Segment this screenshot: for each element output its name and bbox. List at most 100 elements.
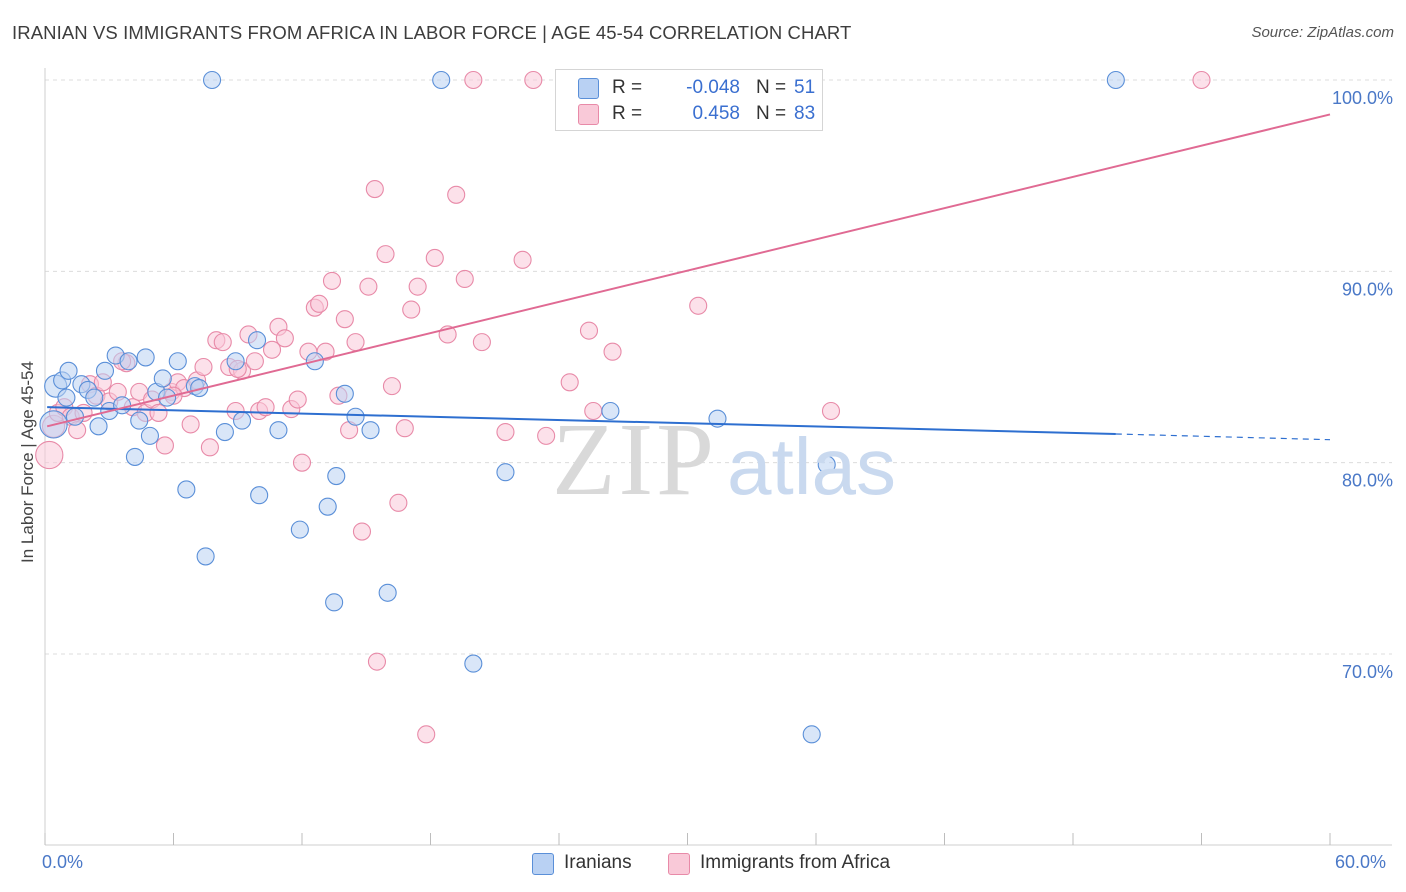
grid-lines bbox=[45, 79, 1392, 655]
legend-swatch-iranians bbox=[578, 78, 599, 99]
data-point-africa bbox=[288, 390, 307, 409]
chart-title: IRANIAN VS IMMIGRANTS FROM AFRICA IN LAB… bbox=[12, 22, 852, 43]
data-point-africa bbox=[292, 453, 312, 472]
data-point-africa bbox=[382, 377, 402, 396]
data-point-iranians bbox=[318, 497, 337, 516]
data-point-iranians bbox=[57, 388, 76, 407]
data-point-africa bbox=[213, 333, 232, 352]
data-point-africa bbox=[352, 522, 372, 541]
data-point-iranians bbox=[136, 348, 155, 367]
data-point-africa bbox=[256, 398, 275, 417]
y-tick-label: 70.0% bbox=[1342, 662, 1393, 682]
data-point-iranians bbox=[496, 463, 515, 482]
legend-n-value: 51 bbox=[794, 77, 816, 98]
trend-lines bbox=[46, 113, 1331, 441]
data-point-africa bbox=[560, 373, 579, 392]
legend-r-value: 0.458 bbox=[692, 103, 740, 124]
data-point-iranians bbox=[196, 547, 215, 566]
watermark-atlas: atlas bbox=[727, 422, 896, 511]
data-point-africa bbox=[821, 401, 841, 421]
data-point-africa bbox=[262, 340, 282, 359]
data-point-africa bbox=[245, 352, 264, 371]
data-point-africa bbox=[359, 277, 378, 296]
data-point-iranians bbox=[203, 70, 222, 90]
data-point-africa bbox=[376, 245, 395, 264]
trend-line-iranians bbox=[47, 406, 1116, 435]
data-point-africa bbox=[194, 357, 213, 377]
data-point-africa bbox=[513, 250, 532, 269]
data-point-iranians bbox=[327, 467, 346, 486]
data-point-iranians bbox=[269, 421, 288, 440]
legend-swatch-africa bbox=[578, 104, 599, 125]
data-point-africa bbox=[464, 70, 483, 90]
x-tick-label-min: 0.0% bbox=[42, 852, 84, 872]
y-tick-label: 100.0% bbox=[1332, 88, 1393, 108]
data-point-iranians bbox=[250, 486, 269, 505]
data-point-iranians bbox=[113, 396, 132, 415]
watermark-zip: ZIP bbox=[552, 402, 717, 517]
data-point-africa bbox=[149, 403, 168, 422]
data-point-africa bbox=[322, 271, 342, 290]
data-point-iranians bbox=[1106, 70, 1125, 90]
data-point-iranians bbox=[65, 407, 85, 426]
data-point-africa bbox=[524, 70, 543, 90]
correlation-legend: R = -0.048 N = 51 R = 0.458 N = 83 bbox=[555, 69, 823, 131]
data-point-iranians bbox=[215, 423, 234, 442]
legend-r-label: R = bbox=[612, 77, 643, 98]
data-point-africa bbox=[472, 333, 491, 352]
data-point-iranians bbox=[59, 361, 78, 380]
data-point-iranians bbox=[802, 725, 821, 744]
data-point-africa bbox=[408, 277, 427, 296]
data-point-africa bbox=[346, 333, 365, 352]
data-point-africa bbox=[335, 310, 354, 329]
data-point-africa bbox=[447, 185, 466, 204]
data-point-africa bbox=[200, 438, 219, 457]
y-tick-label: 80.0% bbox=[1342, 471, 1393, 491]
x-tick-label-max: 60.0% bbox=[1335, 852, 1387, 872]
data-point-iranians bbox=[226, 352, 245, 371]
data-point-africa bbox=[579, 321, 599, 340]
data-point-iranians bbox=[232, 411, 252, 430]
data-point-iranians bbox=[130, 411, 149, 430]
watermark: ZIP atlas bbox=[552, 400, 896, 519]
data-point-iranians bbox=[361, 421, 380, 440]
data-point-africa bbox=[402, 300, 421, 319]
data-point-iranians bbox=[153, 369, 172, 388]
legend-r-value: -0.048 bbox=[686, 77, 740, 98]
chart-source: Source: ZipAtlas.com bbox=[1251, 24, 1394, 41]
data-point-africa bbox=[367, 652, 387, 671]
data-point-iranians bbox=[464, 654, 483, 673]
data-point-africa bbox=[389, 493, 408, 512]
data-point-africa bbox=[425, 248, 444, 267]
y-tick-label: 90.0% bbox=[1342, 279, 1393, 299]
data-point-iranians bbox=[601, 401, 620, 421]
data-point-iranians bbox=[325, 593, 344, 612]
data-point-iranians bbox=[346, 407, 365, 426]
data-point-africa bbox=[496, 423, 515, 442]
data-point-africa bbox=[310, 294, 329, 313]
data-point-iranians bbox=[85, 388, 104, 407]
data-point-iranians bbox=[378, 583, 397, 602]
legend-label-iranians: Iranians bbox=[564, 852, 632, 873]
data-point-africa bbox=[155, 436, 174, 455]
legend-swatch-africa bbox=[668, 853, 690, 875]
legend-n-value: 83 bbox=[794, 103, 816, 124]
data-point-iranians bbox=[119, 352, 138, 371]
data-point-africa bbox=[603, 342, 622, 361]
data-point-africa bbox=[395, 419, 414, 438]
data-point-africa bbox=[455, 269, 474, 289]
data-point-iranians bbox=[432, 70, 451, 90]
legend-n-label: N = bbox=[756, 103, 787, 124]
data-point-africa bbox=[417, 725, 436, 744]
legend-r-label: R = bbox=[612, 103, 643, 124]
data-point-iranians bbox=[290, 520, 309, 539]
legend-label-africa: Immigrants from Africa bbox=[700, 852, 891, 873]
data-point-iranians bbox=[247, 331, 267, 350]
data-point-africa bbox=[689, 296, 708, 315]
data-point-africa bbox=[365, 180, 384, 199]
legend-swatch-iranians bbox=[532, 853, 554, 875]
data-point-iranians bbox=[125, 447, 144, 466]
data-point-africa bbox=[181, 415, 200, 434]
data-point-iranians bbox=[168, 352, 187, 371]
y-axis-label: In Labor Force | Age 45-54 bbox=[18, 361, 37, 563]
